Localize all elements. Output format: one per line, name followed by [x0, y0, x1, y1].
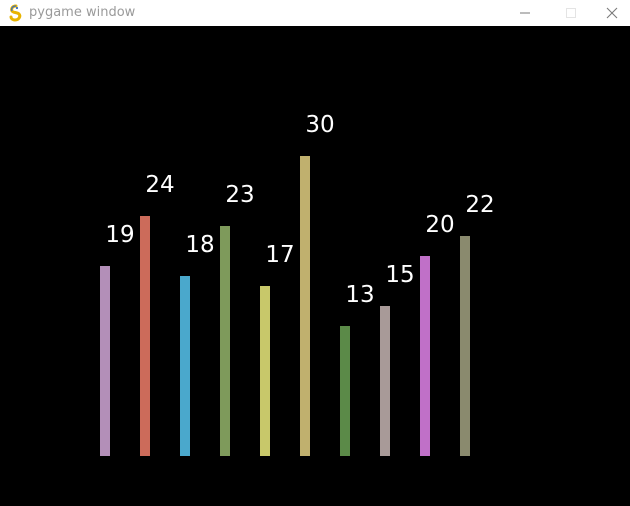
minimize-icon — [520, 12, 530, 14]
minimize-button[interactable] — [502, 0, 548, 26]
bar-value-label-9: 20 — [425, 212, 454, 238]
bar-10 — [460, 236, 470, 456]
close-icon — [606, 7, 617, 19]
bar-value-label-5: 17 — [265, 242, 294, 268]
bar-3 — [180, 276, 190, 456]
pygame-snake-icon — [9, 4, 22, 22]
bar-9 — [420, 256, 430, 456]
maximize-icon — [566, 8, 576, 18]
bar-5 — [260, 286, 270, 456]
bar-chart: 19 24 18 23 17 30 13 15 20 22 — [100, 112, 495, 456]
bar-value-label-6: 30 — [305, 112, 334, 138]
bar-2 — [140, 216, 150, 456]
bar-value-label-3: 18 — [185, 232, 214, 258]
bar-value-label-1: 19 — [105, 222, 134, 248]
bar-7 — [340, 326, 350, 456]
bar-value-label-8: 15 — [385, 262, 414, 288]
bar-value-label-4: 23 — [225, 182, 254, 208]
bar-1 — [100, 266, 110, 456]
window-title: pygame window — [29, 5, 136, 20]
title-bar[interactable]: pygame window — [0, 0, 630, 26]
bar-8 — [380, 306, 390, 456]
bar-value-label-2: 24 — [145, 172, 174, 198]
maximize-button[interactable] — [548, 0, 594, 26]
bar-value-label-7: 13 — [345, 282, 374, 308]
game-canvas[interactable]: 19 24 18 23 17 30 13 15 20 22 — [0, 26, 630, 506]
bar-value-label-10: 22 — [465, 192, 494, 218]
bar-4 — [220, 226, 230, 456]
close-button[interactable] — [593, 0, 630, 26]
bar-6 — [300, 156, 310, 456]
